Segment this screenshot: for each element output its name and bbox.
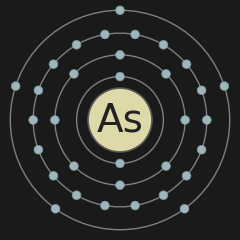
Circle shape	[101, 201, 109, 210]
Circle shape	[116, 6, 124, 15]
Circle shape	[116, 72, 124, 81]
Circle shape	[159, 40, 168, 49]
Circle shape	[29, 116, 37, 124]
Circle shape	[72, 40, 81, 49]
Circle shape	[101, 30, 109, 39]
Circle shape	[116, 159, 124, 168]
Circle shape	[34, 86, 43, 95]
Circle shape	[162, 162, 170, 170]
Circle shape	[182, 172, 191, 180]
Circle shape	[51, 204, 60, 213]
Circle shape	[182, 60, 191, 68]
Circle shape	[203, 116, 211, 124]
Circle shape	[49, 60, 58, 68]
Circle shape	[131, 30, 139, 39]
Circle shape	[131, 201, 139, 210]
Circle shape	[197, 145, 206, 154]
Circle shape	[72, 191, 81, 200]
Circle shape	[70, 70, 78, 78]
Circle shape	[50, 116, 59, 124]
Circle shape	[116, 50, 124, 59]
Circle shape	[220, 82, 229, 90]
Circle shape	[11, 82, 20, 90]
Circle shape	[180, 204, 189, 213]
Circle shape	[49, 172, 58, 180]
Circle shape	[197, 86, 206, 95]
Circle shape	[116, 181, 124, 190]
Circle shape	[181, 116, 190, 124]
Circle shape	[159, 191, 168, 200]
Circle shape	[88, 88, 152, 152]
Text: As: As	[96, 101, 144, 139]
Circle shape	[34, 145, 43, 154]
Circle shape	[162, 70, 170, 78]
Circle shape	[70, 162, 78, 170]
